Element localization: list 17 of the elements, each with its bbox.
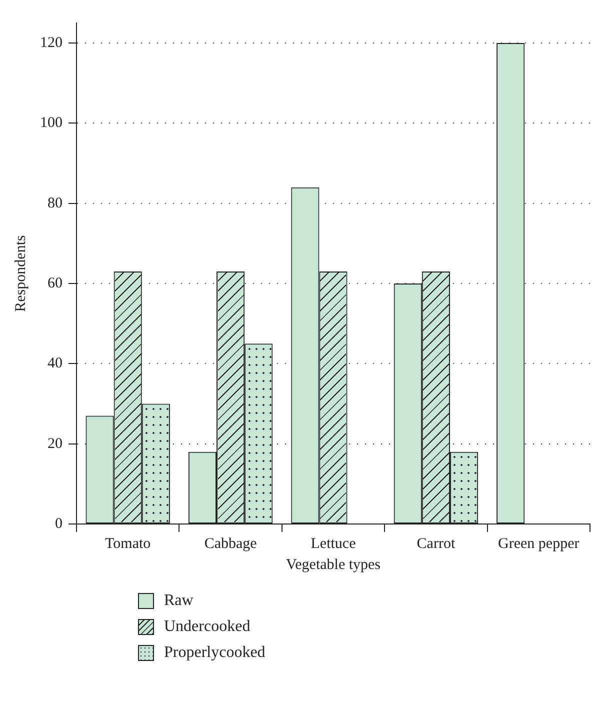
x-tick-label: Cabbage bbox=[204, 536, 258, 552]
legend-label: Raw bbox=[164, 592, 194, 610]
y-tick-label: 60 bbox=[48, 275, 62, 292]
legend-label: Undercooked bbox=[164, 618, 250, 636]
x-tick-label: Carrot bbox=[416, 536, 456, 552]
x-tick-label: Lettuce bbox=[310, 536, 356, 552]
y-tick-label: 20 bbox=[48, 436, 62, 452]
x-tick-label: Green pepper bbox=[498, 536, 580, 552]
x-tick-label: Tomato bbox=[105, 536, 151, 552]
y-tick-label: 40 bbox=[48, 356, 62, 372]
legend-label: Properlycooked bbox=[164, 644, 266, 662]
y-tick-label: 0 bbox=[55, 516, 62, 532]
y-tick-label: 80 bbox=[48, 195, 62, 212]
y-axis-title: Respondents bbox=[12, 235, 29, 312]
y-tick-label: 120 bbox=[40, 34, 62, 51]
x-axis-title: Vegetable types bbox=[286, 556, 381, 573]
y-tick-label: 100 bbox=[40, 115, 62, 132]
